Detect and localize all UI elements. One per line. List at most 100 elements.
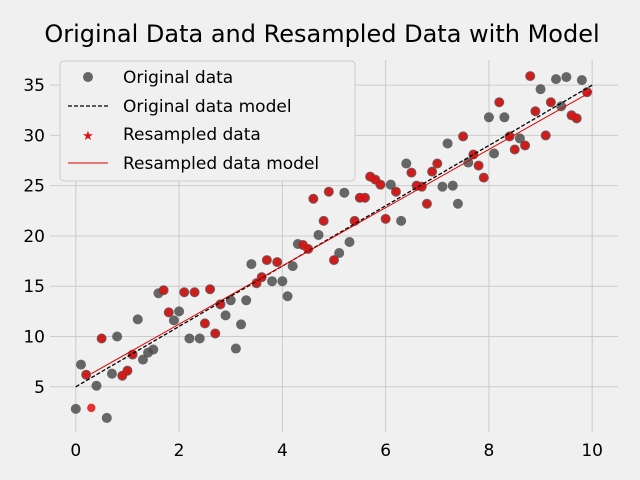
original-data-point (576, 75, 587, 86)
resampled-data-model-line (91, 90, 593, 375)
original-data-point (561, 72, 572, 83)
original-data-point (514, 133, 525, 144)
resampled-data-point (520, 141, 530, 150)
original-data-point (551, 74, 562, 85)
resampled-data-point (97, 334, 106, 343)
resampled-data-point (211, 329, 220, 338)
resampled-data-point (381, 214, 390, 224)
original-data-point (168, 315, 179, 326)
original-data-point (282, 291, 293, 302)
legend-box (59, 60, 356, 182)
y-tick-label: 20 (23, 227, 45, 247)
resampled-data-point (360, 193, 370, 202)
y-tick-label: 5 (34, 378, 45, 398)
original-data-point (483, 112, 494, 123)
original-data-point (101, 412, 112, 423)
resampled-data-point (180, 288, 189, 297)
resampled-data-point (81, 370, 91, 379)
resampled-data-point (572, 114, 581, 123)
resampled-data-point (433, 159, 442, 168)
legend-label-original-model: Original data model (123, 97, 292, 117)
resampled-data-point (376, 180, 385, 189)
legend: Original data Original data model ★ Resa… (59, 60, 356, 182)
resampled-data-point (123, 366, 132, 375)
resampled-data-point (510, 145, 519, 154)
original-data-point (396, 215, 407, 226)
resampled-data-point (531, 107, 540, 116)
original-data-point (174, 306, 185, 317)
resampled-data-point (262, 255, 272, 265)
x-tick-label: 2 (174, 441, 185, 461)
original-data-point (442, 138, 453, 149)
original-data-point (556, 101, 567, 112)
original-data-point (106, 368, 117, 379)
original-data-point (220, 310, 231, 321)
resampled-data-point (87, 403, 96, 413)
original-data-point (437, 181, 448, 192)
original-data-point (112, 331, 123, 342)
x-tick-label: 6 (380, 441, 391, 461)
resampled-data-point (200, 319, 210, 328)
original-data-point (132, 314, 143, 325)
y-tick-label: 10 (23, 327, 45, 347)
original-data-point (287, 261, 298, 272)
original-data-point (334, 248, 345, 259)
resampled-data-point (319, 216, 328, 226)
resampled-data-point (371, 175, 380, 184)
original-data-point (385, 179, 396, 190)
resampled-data-point (309, 194, 318, 203)
resampled-data-point (324, 187, 334, 196)
resampled-data-point (474, 161, 483, 170)
resampled-data-point (479, 173, 488, 182)
resampled-data-point (159, 286, 168, 295)
resampled-data-point (391, 187, 401, 196)
x-tick-label: 8 (483, 441, 494, 461)
x-tick-label: 4 (277, 441, 288, 461)
original-data-point (230, 343, 241, 354)
x-tick-label: 0 (70, 441, 81, 461)
original-data-model-line (75, 84, 593, 388)
original-data-point (452, 198, 463, 209)
original-data-point (91, 380, 102, 391)
original-data-point (401, 158, 412, 169)
resampled-data-point (526, 71, 535, 81)
resampled-data-point (164, 308, 173, 317)
legend-label-resampled-data: Resampled data (123, 125, 261, 145)
original-data-point (499, 112, 510, 123)
original-data-point (277, 276, 288, 287)
original-data-point (137, 354, 148, 365)
original-data-point (246, 259, 257, 270)
original-data-point (267, 276, 278, 287)
resampled-data-point (329, 255, 339, 265)
resampled-data-point (118, 371, 127, 380)
resampled-data-point (427, 167, 437, 176)
resampled-data-point (495, 98, 504, 107)
original-data-point (70, 403, 81, 414)
resampled-data-point (190, 288, 199, 297)
original-data-point (194, 333, 205, 344)
legend-label-original-data: Original data (123, 68, 233, 88)
chart-title: Original Data and Resampled Data with Mo… (44, 20, 599, 48)
legend-label-resampled-model: Resampled data model (123, 154, 319, 174)
x-tick-label: 10 (581, 441, 603, 461)
resampled-data-point (469, 150, 478, 159)
original-data-point (75, 359, 86, 370)
original-data-point (339, 187, 350, 198)
resampled-data-point (541, 131, 550, 140)
original-data-point (447, 180, 458, 191)
y-tick-label: 35 (23, 76, 45, 96)
original-data-point (344, 236, 355, 247)
original-data-point (148, 344, 159, 355)
original-data-point (184, 333, 195, 344)
y-tick-label: 15 (23, 277, 45, 297)
original-data-point (313, 229, 324, 240)
legend-marker-resampled-data: ★ (82, 129, 94, 144)
resampled-data-point (273, 257, 282, 267)
resampled-data-point (458, 132, 468, 141)
resampled-data-point (407, 168, 416, 177)
original-data-point (241, 295, 252, 306)
resampled-data-point (422, 199, 432, 208)
y-tick-label: 30 (23, 126, 45, 146)
resampled-data-point (205, 285, 215, 294)
